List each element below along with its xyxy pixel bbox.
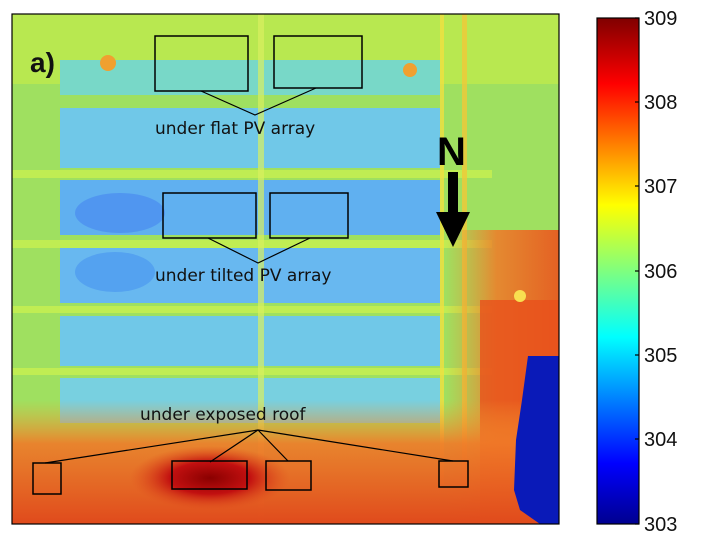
- image-frame: [11, 13, 560, 525]
- colorbar-gradient: [596, 17, 640, 525]
- flat-array-label: under flat PV array: [155, 119, 315, 139]
- north-arrow: N: [436, 130, 470, 247]
- colorbar: 309 308 307 306 305 304 303: [596, 8, 677, 533]
- arrow-down-icon: [436, 212, 470, 247]
- colorbar-tick: 303: [644, 514, 677, 533]
- colorbar-tick: 307: [644, 176, 677, 198]
- panel-label: a): [30, 47, 55, 78]
- exposed-roof-label: under exposed roof: [140, 405, 307, 425]
- tilted-array-label: under tilted PV array: [155, 266, 331, 286]
- colorbar-tick: 305: [644, 345, 677, 367]
- north-label: N: [437, 130, 466, 174]
- colorbar-tick: 304: [644, 429, 677, 451]
- thermal-image: [12, 14, 559, 524]
- colorbar-tick: 308: [644, 92, 677, 114]
- leader-lines: [44, 87, 454, 464]
- colorbar-tick: 306: [644, 261, 677, 283]
- colorbar-tick: 309: [644, 8, 677, 30]
